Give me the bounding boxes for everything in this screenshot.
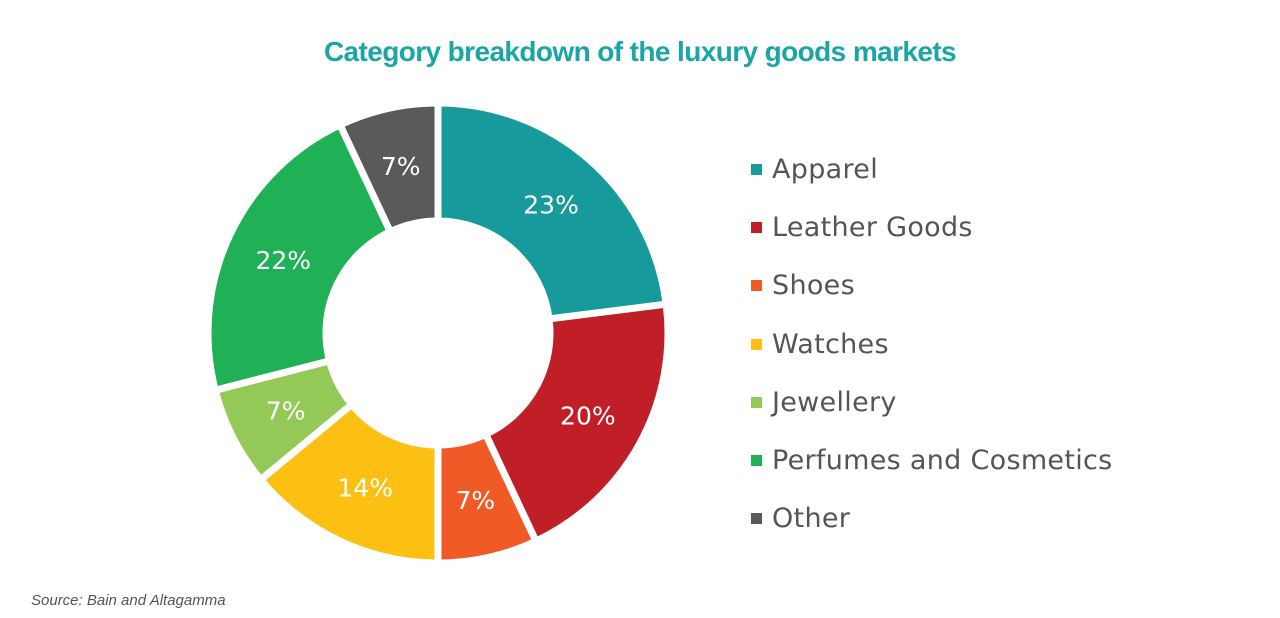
legend-item-apparel: Apparel xyxy=(751,140,1113,198)
chart-title: Category breakdown of the luxury goods m… xyxy=(323,36,957,67)
legend-swatch-icon xyxy=(751,280,762,292)
legend: Apparel Leather Goods Shoes Watches Jewe… xyxy=(751,140,1113,548)
source-note: Source: Bain and Altagamma xyxy=(31,592,226,609)
legend-item-shoes: Shoes xyxy=(751,257,1113,315)
segment-label-leather-goods: 20% xyxy=(560,401,616,430)
legend-item-other: Other xyxy=(751,490,1113,548)
donut-segment-other xyxy=(335,99,442,237)
segment-label-shoes: 7% xyxy=(455,486,495,515)
legend-label: Watches xyxy=(772,328,889,360)
legend-label: Apparel xyxy=(772,153,879,185)
legend-item-watches: Watches xyxy=(751,315,1113,373)
legend-swatch-icon xyxy=(751,396,762,408)
legend-swatch-icon xyxy=(751,338,762,350)
legend-swatch-icon xyxy=(751,221,762,233)
segment-label-perfumes-cosmetics: 22% xyxy=(255,246,311,275)
legend-label: Perfumes and Cosmetics xyxy=(772,445,1113,477)
legend-label: Jewellery xyxy=(772,386,897,418)
donut-segment-perfumes-cosmetics xyxy=(204,120,395,395)
donut-segments xyxy=(204,99,672,567)
legend-item-jewellery: Jewellery xyxy=(751,373,1113,431)
segment-label-jewellery: 7% xyxy=(266,397,306,426)
legend-label: Other xyxy=(772,503,851,535)
segment-label-watches: 14% xyxy=(337,474,393,503)
legend-swatch-icon xyxy=(751,163,762,175)
legend-swatch-icon xyxy=(751,455,762,467)
segment-label-other: 7% xyxy=(381,152,421,181)
legend-label: Leather Goods xyxy=(772,211,973,243)
donut-segment-leather-goods xyxy=(481,300,672,546)
legend-item-perfumes-cosmetics: Perfumes and Cosmetics xyxy=(751,431,1113,489)
legend-item-leather-goods: Leather Goods xyxy=(751,198,1113,256)
segment-label-apparel: 23% xyxy=(523,191,579,220)
legend-swatch-icon xyxy=(751,513,762,525)
donut-labels: 23% 20% 7% 14% 7% 22% 7% xyxy=(255,152,615,515)
legend-label: Shoes xyxy=(772,270,855,302)
donut-segment-apparel xyxy=(434,99,671,323)
